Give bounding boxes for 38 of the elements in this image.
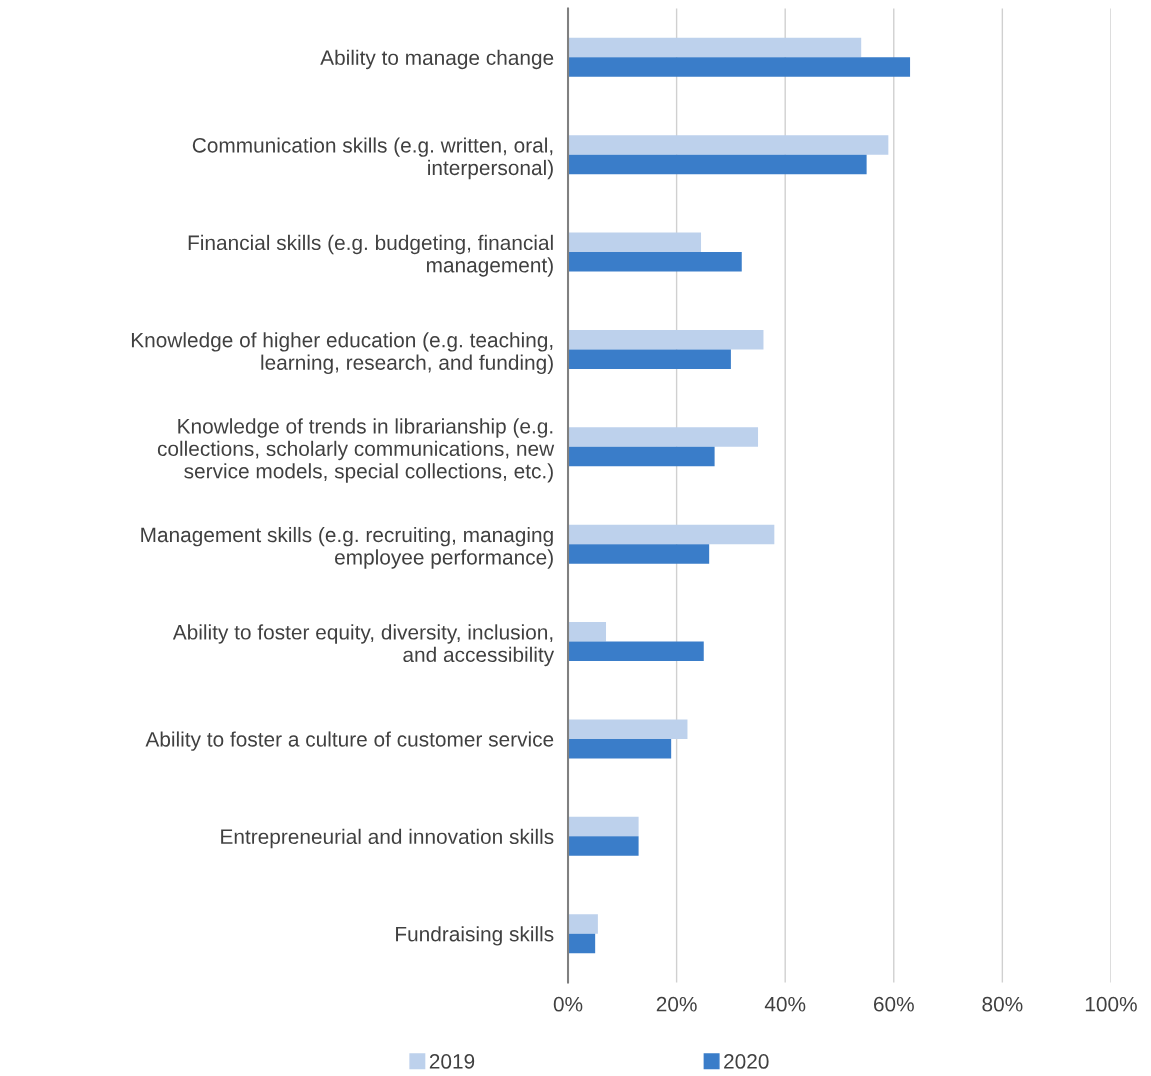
y-tick-label: Financial skills (e.g. budgeting, financial management) [188,234,553,277]
bar [568,232,702,253]
bar [568,622,607,642]
x-tick-label: 20% [656,996,697,1012]
bar [568,154,867,175]
bar [568,836,639,856]
y-tick-label: Knowledge of trends in librarianship (e.g. collections, scholarly communications, new service models, special collections, etc.) [157,418,555,483]
x-tick-label: 0% [553,996,583,1012]
x-tick-label: 80% [982,996,1023,1012]
bar [568,349,731,369]
x-tick-label: 60% [873,996,914,1012]
bar [568,446,715,467]
bar [568,135,889,155]
x-tick-label: 40% [764,996,806,1012]
y-tick-label: Ability to manage change [320,49,554,70]
bar [568,544,710,564]
y-tick-label: Fundraising skills [396,926,554,946]
bar [568,427,759,447]
bar [568,933,596,954]
bar [568,816,639,837]
bar [568,252,742,272]
bar [568,719,688,739]
bar [568,37,862,58]
bar [568,738,672,759]
y-tick-label: Communication skills (e.g. written, oral, interpersonal) [192,137,553,180]
x-tick-label: 100% [1085,996,1137,1012]
y-tick-label: Management skills (e.g. recruiting, managing employee performance) [141,526,553,569]
y-tick-label: Entrepreneurial and innovation skills [221,828,554,849]
legend-label: 2020 [724,1054,769,1069]
y-tick-label: Ability to foster equity, diversity, inclusion, and accessibility [172,624,555,667]
bar [568,524,775,545]
bar [568,641,704,662]
bar [568,57,911,77]
legend-label: 2019 [429,1054,475,1069]
bar [568,914,598,934]
bar [568,329,764,350]
y-tick-label: Knowledge of higher education (e.g. teaching, learning, research, and funding) [131,332,553,375]
y-tick-label: Ability to foster a culture of customer service [145,731,554,751]
